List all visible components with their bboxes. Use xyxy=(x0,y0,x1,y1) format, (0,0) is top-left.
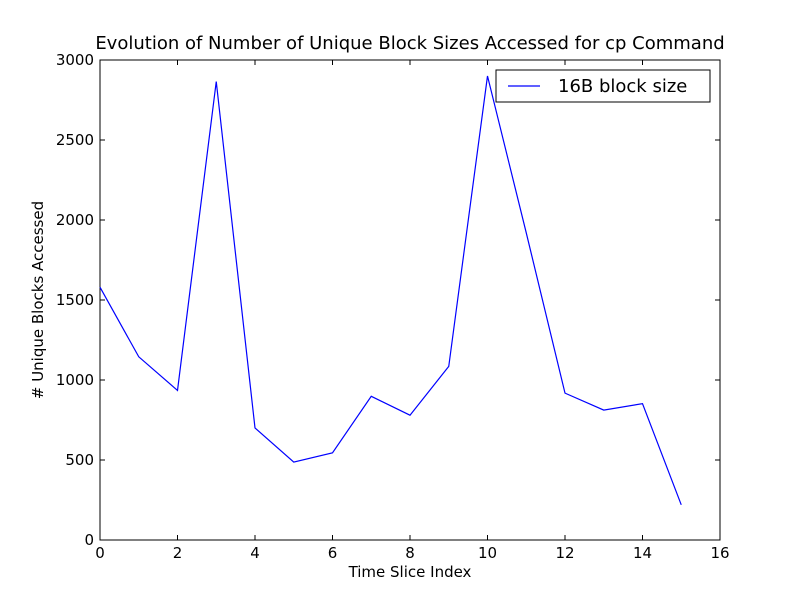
legend-label: 16B block size xyxy=(558,76,687,97)
y-tick-label: 3000 xyxy=(56,51,94,69)
x-tick-label: 0 xyxy=(95,544,105,562)
x-tick-label: 8 xyxy=(405,544,415,562)
chart-title: Evolution of Number of Unique Block Size… xyxy=(95,33,724,54)
legend: 16B block size xyxy=(495,69,711,103)
series-line xyxy=(99,75,682,506)
plot-area xyxy=(99,59,721,541)
series-group xyxy=(99,75,682,506)
x-tick-label: 16 xyxy=(710,544,729,562)
y-tick-label: 2500 xyxy=(56,131,94,149)
x-tick-label: 6 xyxy=(328,544,338,562)
y-tick-label: 500 xyxy=(65,451,94,469)
y-axis-title: # Unique Blocks Accessed xyxy=(29,201,47,399)
x-tick-label: 14 xyxy=(633,544,652,562)
y-tick-label: 2000 xyxy=(56,211,94,229)
x-tick-label: 12 xyxy=(555,544,574,562)
axis-ticks: 0 2 4 6 8 10 12 14 16 0 500 1000 1500 2000 2500 3000 xyxy=(56,51,730,562)
x-tick-label: 10 xyxy=(478,544,497,562)
x-axis-title: Time Slice Index xyxy=(348,563,472,581)
y-tick-label: 1000 xyxy=(56,371,94,389)
y-tick-label: 0 xyxy=(84,531,94,549)
y-tick-label: 1500 xyxy=(56,291,94,309)
x-tick-label: 4 xyxy=(250,544,260,562)
x-tick-label: 2 xyxy=(173,544,183,562)
